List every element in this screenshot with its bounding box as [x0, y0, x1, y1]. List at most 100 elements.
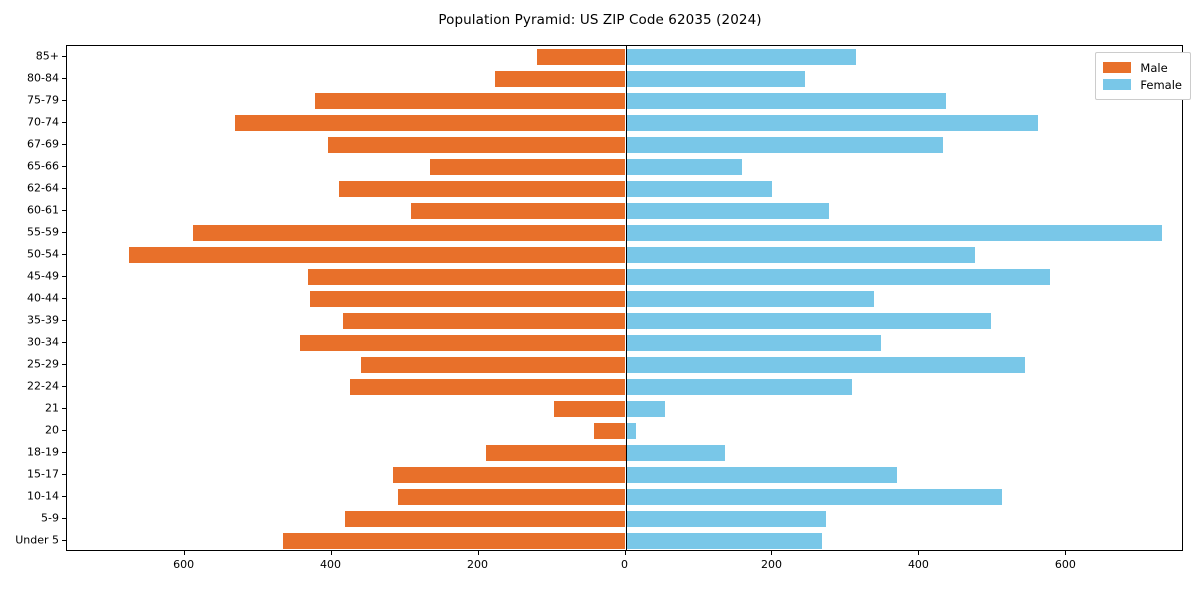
bar-male	[327, 137, 626, 153]
y-axis-tick-label: 30-34	[27, 335, 59, 349]
bar-male	[344, 511, 626, 527]
bar-male	[128, 247, 626, 263]
y-axis-tick-label: 40-44	[27, 291, 59, 305]
y-axis-tick-mark	[62, 210, 66, 211]
x-axis-tick-mark	[771, 551, 773, 555]
bar-male	[485, 445, 626, 461]
bar-female	[625, 49, 856, 65]
y-axis-tick-label: 5-9	[41, 511, 59, 525]
y-axis-tick-mark	[62, 100, 66, 101]
bar-female	[625, 181, 773, 197]
legend-label-male: Male	[1140, 60, 1168, 75]
y-axis-tick-mark	[62, 276, 66, 277]
bar-row	[67, 357, 1182, 373]
bar-row	[67, 93, 1182, 109]
bar-row	[67, 291, 1182, 307]
bar-male	[393, 467, 626, 483]
x-axis-tick-mark	[918, 551, 920, 555]
y-axis-tick-label: 18-19	[27, 445, 59, 459]
y-axis-tick-label: 60-61	[27, 203, 59, 217]
plot-area	[66, 45, 1183, 551]
bar-row	[67, 225, 1182, 241]
bar-male	[554, 401, 626, 417]
x-axis-tick-mark	[477, 551, 479, 555]
bar-male	[397, 489, 626, 505]
bar-female	[625, 291, 874, 307]
y-axis-tick-label: 50-54	[27, 247, 59, 261]
bar-female	[625, 71, 805, 87]
bar-female	[625, 313, 991, 329]
y-axis-tick-mark	[62, 144, 66, 145]
bar-row	[67, 247, 1182, 263]
bar-female	[625, 137, 943, 153]
bar-male	[593, 423, 626, 439]
bar-female	[625, 93, 946, 109]
x-axis-tick-mark	[624, 551, 626, 555]
y-axis-tick-label: 35-39	[27, 313, 59, 327]
bar-female	[625, 445, 725, 461]
legend-swatch-male-icon	[1103, 62, 1132, 73]
bar-row	[67, 445, 1182, 461]
bar-male	[309, 291, 626, 307]
bar-male	[536, 49, 626, 65]
y-axis-tick-label: 22-24	[27, 379, 59, 393]
y-axis-tick-mark	[62, 342, 66, 343]
bar-male	[192, 225, 626, 241]
bar-female	[625, 115, 1038, 131]
y-axis-tick-label: 80-84	[27, 71, 59, 85]
y-axis-tick-mark	[62, 408, 66, 409]
bar-male	[495, 71, 626, 87]
bar-female	[625, 489, 1003, 505]
bar-female	[625, 401, 666, 417]
bar-male	[299, 335, 626, 351]
x-axis-tick-mark	[183, 551, 185, 555]
y-axis-tick-label: 67-69	[27, 137, 59, 151]
bar-female	[625, 247, 975, 263]
x-axis-tick-label: 400	[320, 558, 342, 571]
y-axis-tick-label: 65-66	[27, 159, 59, 173]
bar-male	[308, 269, 626, 285]
y-axis-tick-mark	[62, 430, 66, 431]
bar-row	[67, 313, 1182, 329]
bar-male	[342, 313, 626, 329]
y-axis-tick-label: Under 5	[15, 533, 59, 547]
y-axis-tick-mark	[62, 78, 66, 79]
bar-row	[67, 203, 1182, 219]
bar-female	[625, 159, 743, 175]
y-axis-tick-label: 20	[45, 423, 59, 437]
zero-axis-line	[625, 46, 627, 550]
y-axis-tick-mark	[62, 364, 66, 365]
bar-row	[67, 115, 1182, 131]
y-axis-tick-mark	[62, 474, 66, 475]
bar-male	[338, 181, 626, 197]
y-axis-tick-mark	[62, 540, 66, 541]
x-axis-tick-label: 600	[1054, 558, 1076, 571]
y-axis-tick-label: 21	[45, 401, 59, 415]
bar-row	[67, 335, 1182, 351]
y-axis-tick-label: 45-49	[27, 269, 59, 283]
x-axis-tick-mark	[1065, 551, 1067, 555]
bar-female	[625, 225, 1162, 241]
bar-female	[625, 379, 852, 395]
bar-female	[625, 423, 636, 439]
bar-female	[625, 467, 898, 483]
bar-row	[67, 71, 1182, 87]
bar-male	[410, 203, 626, 219]
bar-male	[315, 93, 626, 109]
x-axis-tick-label: 200	[467, 558, 489, 571]
legend-label-female: Female	[1140, 77, 1182, 92]
x-axis-tick-label: 0	[621, 558, 628, 571]
y-axis-tick-label: 10-14	[27, 489, 59, 503]
y-axis-tick-label: 70-74	[27, 115, 59, 129]
bar-male	[349, 379, 626, 395]
x-axis-tick-label: 200	[760, 558, 782, 571]
y-axis-tick-mark	[62, 254, 66, 255]
y-axis-tick-mark	[62, 188, 66, 189]
bar-row	[67, 467, 1182, 483]
y-axis-tick-mark	[62, 452, 66, 453]
bar-row	[67, 269, 1182, 285]
y-axis-tick-label: 25-29	[27, 357, 59, 371]
bar-female	[625, 335, 882, 351]
chart-title: Population Pyramid: US ZIP Code 62035 (2…	[438, 12, 762, 28]
